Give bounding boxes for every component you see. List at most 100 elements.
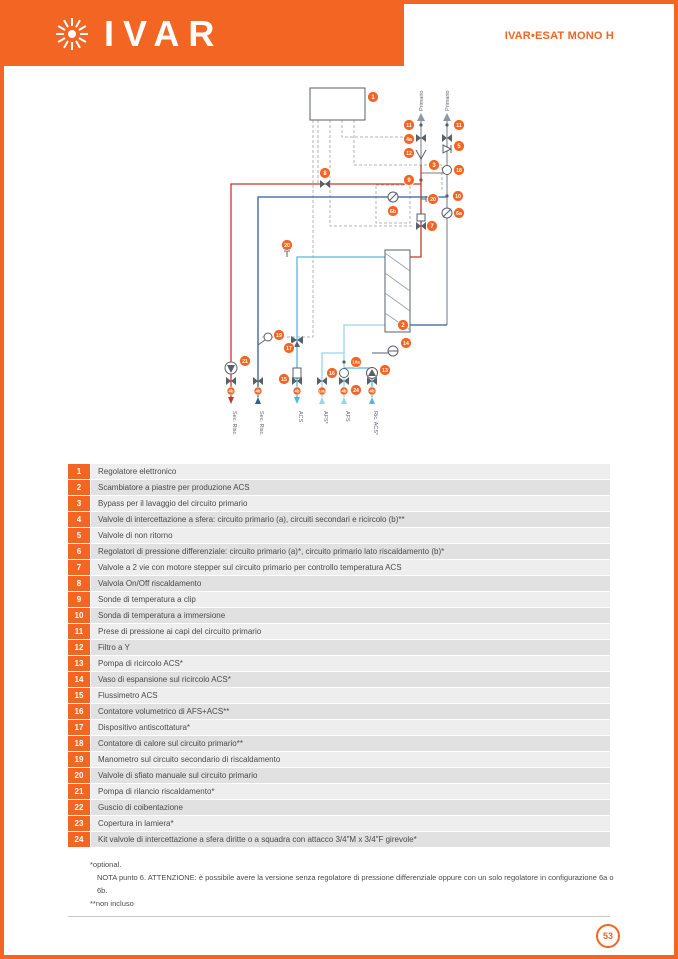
svg-text:10a: 10a	[352, 360, 360, 365]
legend-description: Sonda di temperatura a immersione	[91, 608, 610, 623]
legend-row: 3 Bypass per il lavaggio del circuito pri…	[68, 496, 610, 511]
expansion-tank-symbol	[372, 345, 399, 357]
diagram-badge: 7	[426, 220, 438, 232]
legend-description: Contatore di calore sul circuito primari…	[91, 736, 610, 751]
ball-valve-symbol	[258, 377, 263, 385]
legend-description: Bypass per il lavaggio del circuito prim…	[91, 496, 610, 511]
diagram-badge: 19	[273, 329, 285, 341]
diagram-badge: 11	[453, 119, 465, 131]
legend-number-badge: 22	[68, 800, 90, 815]
legend-number-badge: 8	[68, 576, 90, 591]
svg-text:3: 3	[432, 163, 436, 169]
ball-valve-symbol	[339, 377, 344, 385]
legend-description: Manometro sul circuito secondario di ris…	[91, 752, 610, 767]
svg-text:4a: 4a	[406, 137, 412, 143]
diagram-badge: 18	[453, 164, 465, 176]
control-lines	[260, 120, 443, 338]
legend-description: Regolatori di pressione differenziale: c…	[91, 544, 610, 559]
legend-description: Valvole a 2 vie con motore stepper sul c…	[91, 560, 610, 575]
legend-row: 17 Dispositivo antiscottatura*	[68, 720, 610, 735]
legend-row: 22 Guscio di coibentazione	[68, 800, 610, 815]
ball-valve-symbol	[372, 377, 377, 385]
sensor-dot	[342, 360, 346, 364]
legend-description: Valvole di non ritorno	[91, 528, 610, 543]
ivar-logo: IVAR	[52, 14, 223, 54]
svg-text:18: 18	[456, 168, 462, 174]
svg-text:16: 16	[329, 371, 335, 377]
note-line: NOTA punto 6. ATTENZIONE: è possibile av…	[97, 873, 614, 895]
diagram-badge: 11	[403, 119, 415, 131]
legend-row: 9 Sonde di temperatura a clip	[68, 592, 610, 607]
svg-text:8: 8	[323, 171, 327, 177]
svg-text:9: 9	[407, 178, 411, 184]
legend-table: 1 Regolatore elettronico 2 Scambiatore a pi…	[68, 464, 610, 848]
sensor-dot	[445, 123, 449, 127]
connection-label: Sec. Risc.	[258, 411, 264, 436]
legend-number-badge: 15	[68, 688, 90, 703]
ball-valve-symbol	[292, 377, 297, 385]
schematic-diagram: Primario Primario 4b Sec. Risc. 4b Sec. Risc.…	[224, 87, 465, 436]
legend-number-badge: 6	[68, 544, 90, 559]
legend-number-badge: 10	[68, 608, 90, 623]
legend-description: Pompa di rilancio riscaldamento*	[91, 784, 610, 799]
legend-number-badge: 18	[68, 736, 90, 751]
svg-text:11: 11	[406, 123, 412, 129]
legend-number-badge: 19	[68, 752, 90, 767]
diagram-badge: 3	[428, 159, 440, 171]
diagram-top-label: Primario	[445, 91, 451, 111]
ball-valve-symbol	[421, 134, 426, 142]
legend-description: Pompa di ricircolo ACS*	[91, 656, 610, 671]
svg-text:11: 11	[456, 123, 462, 129]
check-valve-symbol	[442, 144, 453, 154]
legend-description: Kit valvole di intercettazione a sfera d…	[91, 832, 610, 847]
regulator-box	[309, 87, 366, 121]
diagram-badge: 12	[403, 147, 415, 159]
ball-valve-symbol	[367, 377, 372, 385]
connection-badge: 4b	[255, 389, 260, 394]
svg-text:12: 12	[406, 151, 412, 157]
ball-valve-symbol	[447, 134, 452, 142]
legend-description: Prese di pressione ai capi del circuito …	[91, 624, 610, 639]
legend-description: Valvole di sfiato manuale sul circuito p…	[91, 768, 610, 783]
legend-description: Sonde di temperatura a clip	[91, 592, 610, 607]
legend-row: 4 Valvole di intercettazione a sfera: cir…	[68, 512, 610, 527]
stepper-motor-symbol	[416, 213, 426, 222]
diagram-badge: 10a	[350, 356, 362, 368]
legend-row: 2 Scambiatore a piastre per produzione AC…	[68, 480, 610, 495]
legend-number-badge: 9	[68, 592, 90, 607]
diagram-badge: 20	[427, 193, 439, 205]
svg-text:14: 14	[403, 341, 409, 347]
legend-number-badge: 1	[68, 464, 90, 479]
svg-text:2: 2	[401, 323, 405, 329]
volumetric-counter-symbol	[339, 368, 349, 378]
ivar-logo-sun-icon	[56, 18, 88, 50]
legend-row: 21 Pompa di rilancio riscaldamento*	[68, 784, 610, 799]
diagram-badge: 2	[397, 319, 409, 331]
svg-text:20: 20	[430, 197, 436, 203]
ball-valve-symbol	[297, 377, 302, 385]
legend-number-badge: 23	[68, 816, 90, 831]
legend-row: 11 Prese di pressione ai capi del circuit…	[68, 624, 610, 639]
svg-text:24: 24	[353, 388, 359, 394]
legend-number-badge: 21	[68, 784, 90, 799]
legend-row: 8 Valvola On/Off riscaldamento	[68, 576, 610, 591]
legend-number-badge: 24	[68, 832, 90, 847]
legend-number-badge: 3	[68, 496, 90, 511]
legend-number-badge: 2	[68, 480, 90, 495]
legend-description: Guscio di coibentazione	[91, 800, 610, 815]
legend-description: Filtro a Y	[91, 640, 610, 655]
connection-label: AFS	[344, 411, 350, 422]
connection-badge: 4b	[369, 389, 374, 394]
legend-row: 6 Regolatori di pressione differenziale: …	[68, 544, 610, 559]
legend-row: 23 Copertura in lamiera*	[68, 816, 610, 831]
page-number-badge: 53	[596, 924, 620, 948]
note-line: **non incluso	[90, 899, 134, 908]
diagram-badge: 4a	[403, 133, 415, 145]
sensor-dot	[445, 194, 449, 198]
diagram-badge: 24	[350, 384, 362, 396]
brand-name: IVAR	[104, 13, 224, 54]
diagram-badge: 8	[319, 167, 331, 179]
legend-description: Dispositivo antiscottatura*	[91, 720, 610, 735]
notes: *optional. NOTA punto 6. ATTENZIONE: è po…	[90, 858, 614, 910]
